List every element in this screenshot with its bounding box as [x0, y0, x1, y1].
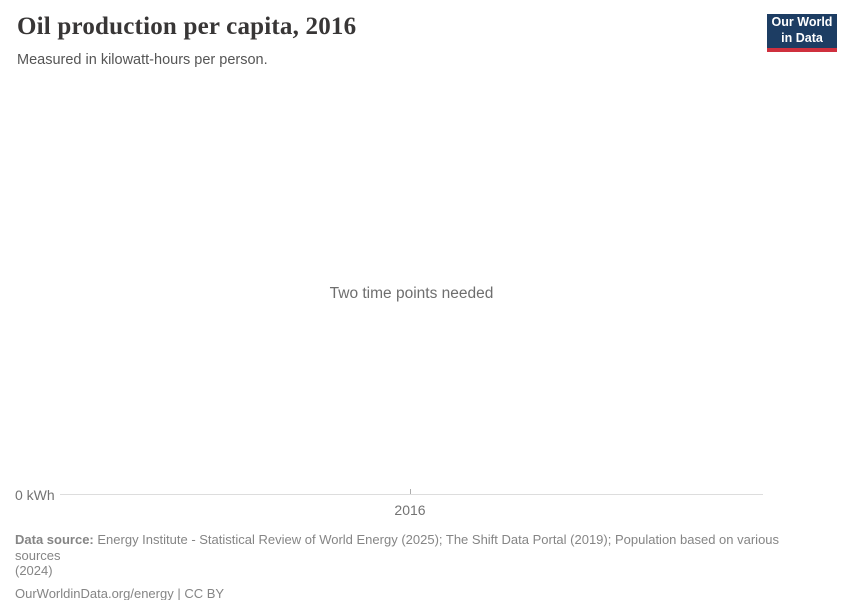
credit-link[interactable]: OurWorldinData.org/energy | CC BY: [15, 585, 225, 600]
x-axis-tick: [410, 489, 411, 494]
data-source-text-wrap: (2024): [15, 563, 53, 578]
chart-subtitle: Measured in kilowatt-hours per person.: [17, 52, 268, 68]
data-source-line: Data source: Energy Institute - Statisti…: [15, 532, 827, 579]
page-title: Oil production per capita, 2016: [17, 13, 357, 40]
chart-footer: Data source: Energy Institute - Statisti…: [15, 532, 827, 600]
credit-line: OurWorldinData.org/energy | CC BY: [15, 586, 827, 600]
owid-logo-line2: in Data: [781, 31, 823, 45]
x-axis-line: [60, 494, 763, 495]
x-axis-tick-label: 2016: [394, 502, 426, 518]
y-axis-zero-label: 0 kWh: [15, 487, 55, 503]
data-source-label: Data source:: [15, 532, 94, 547]
empty-state-message: Two time points needed: [329, 285, 494, 302]
owid-logo-line1: Our World: [771, 15, 833, 30]
data-source-text: Energy Institute - Statistical Review of…: [15, 532, 780, 563]
owid-logo[interactable]: Our World in Data: [767, 14, 837, 52]
